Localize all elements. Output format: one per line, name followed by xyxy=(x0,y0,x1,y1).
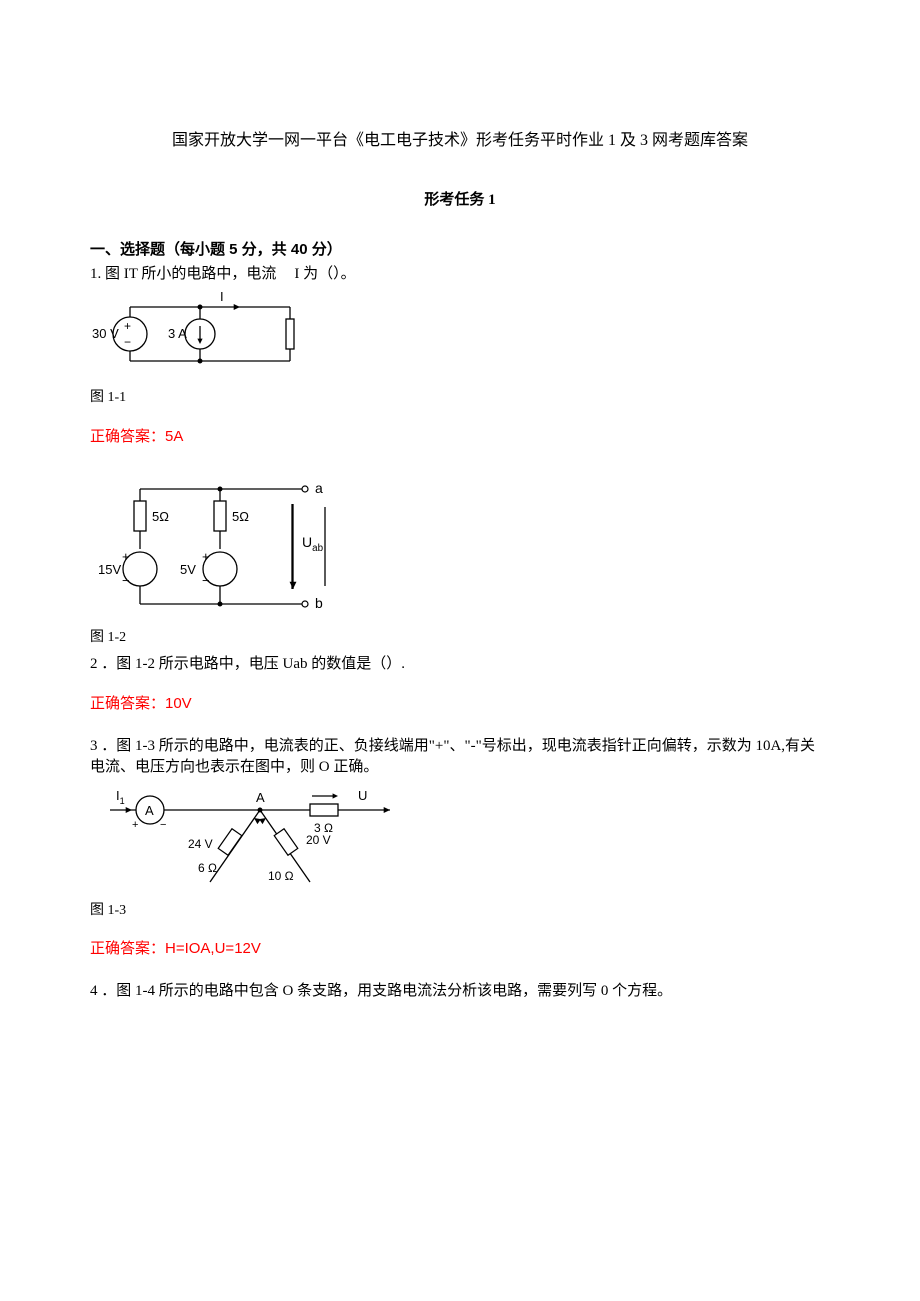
svg-text:a: a xyxy=(315,480,323,496)
svg-text:20 V: 20 V xyxy=(306,833,331,847)
q1-answer: 正确答案：5A xyxy=(90,426,830,447)
svg-text:A: A xyxy=(145,803,154,818)
svg-text:24 V: 24 V xyxy=(188,837,213,851)
svg-text:U: U xyxy=(358,788,367,803)
q2-figure: ab5Ω+−15V5Ω+−5VUab xyxy=(90,469,830,626)
svg-text:5V: 5V xyxy=(180,562,196,577)
q2-answer: 正确答案：10V xyxy=(90,693,830,714)
q2-text: 2 ．图 1-2 所示电路中，电压 Uab 的数值是（）. xyxy=(90,654,830,675)
svg-text:I: I xyxy=(220,289,224,304)
svg-text:15V: 15V xyxy=(98,562,121,577)
svg-text:A: A xyxy=(256,790,265,805)
page: 国家开放大学一网一平台《电工电子技术》形考任务平时作业 1 及 3 网考题库答案… xyxy=(0,0,920,1084)
q3-fig-label: 图 1-3 xyxy=(90,901,830,921)
q1-text-a: 1. 图 IT 所小的电路中，电流 xyxy=(90,264,276,285)
svg-text:6 Ω: 6 Ω xyxy=(198,861,217,875)
q1-circuit-diagram: I + −30 V 3 A xyxy=(90,289,310,379)
q3-figure: I1A+−AU3 Ω24 V6 Ω20 V10 Ω xyxy=(90,782,830,899)
svg-text:3 A: 3 A xyxy=(168,326,187,341)
q2-fig-label: 图 1-2 xyxy=(90,628,830,648)
svg-text:−: − xyxy=(202,573,210,588)
q4-text: 4 ．图 1-4 所示的电路中包含 O 条支路，用支路电流法分析该电路，需要列写… xyxy=(90,981,830,1002)
q3-circuit-diagram: I1A+−AU3 Ω24 V6 Ω20 V10 Ω xyxy=(90,782,410,892)
svg-text:+: + xyxy=(124,319,131,333)
doc-title: 国家开放大学一网一平台《电工电子技术》形考任务平时作业 1 及 3 网考题库答案 xyxy=(90,130,830,152)
svg-text:10 Ω: 10 Ω xyxy=(268,869,294,883)
q1-fig-label: 图 1-1 xyxy=(90,388,830,408)
svg-text:b: b xyxy=(315,595,323,611)
svg-text:5Ω: 5Ω xyxy=(232,509,249,524)
q3-answer: 正确答案：H=IOA,U=12V xyxy=(90,938,830,959)
section-1-heading: 一、选择题（每小题 5 分，共 40 分） xyxy=(90,239,830,260)
q1-text: 1. 图 IT 所小的电路中，电流 I 为（）。 xyxy=(90,264,830,285)
svg-text:5Ω: 5Ω xyxy=(152,509,169,524)
q3-text: 3 ．图 1-3 所示的电路中，电流表的正、负接线端用"+"、"-"号标出，现电… xyxy=(90,736,830,778)
svg-text:Uab: Uab xyxy=(302,534,324,554)
q1-figure: I + −30 V 3 A xyxy=(90,289,830,386)
doc-subtitle: 形考任务 1 xyxy=(90,190,830,211)
svg-text:+: + xyxy=(132,819,138,831)
q2-circuit-diagram: ab5Ω+−15V5Ω+−5VUab xyxy=(90,469,350,619)
svg-text:−: − xyxy=(160,819,166,831)
svg-text:−: − xyxy=(124,335,131,349)
svg-text:I1: I1 xyxy=(116,788,125,806)
q1-text-b: I 为（）。 xyxy=(294,264,355,285)
svg-text:−: − xyxy=(122,573,130,588)
svg-text:30 V: 30 V xyxy=(92,326,119,341)
